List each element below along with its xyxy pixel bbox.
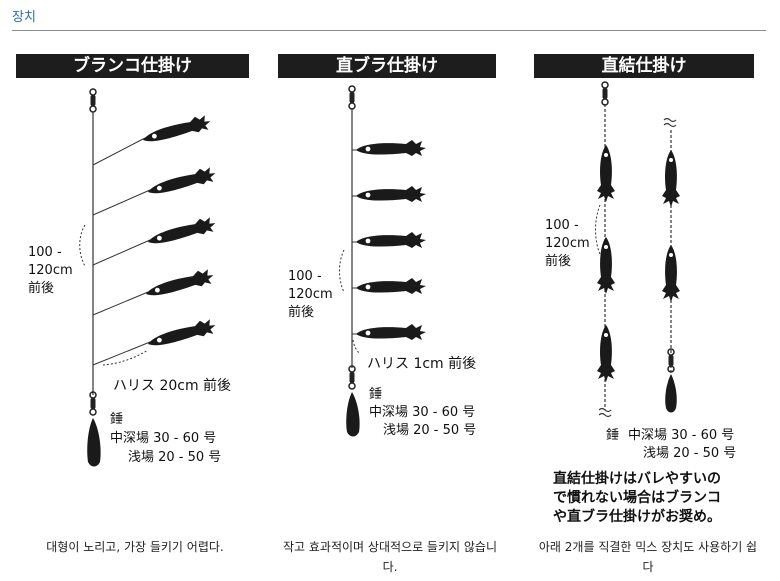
chokketsu-depth-shallow: 浅場 20 - 50 号 bbox=[643, 446, 737, 461]
chokketsu-length-label: 100 - 120cm 前後 bbox=[545, 218, 590, 269]
caption-chokketsu: 아래 2개를 직결한 믹스 장치도 사용하기 쉽 다 bbox=[538, 540, 758, 574]
page-title: 장치 bbox=[12, 10, 36, 25]
jikabura-sinker-label: 錘 bbox=[369, 387, 383, 402]
banner-buranko: ブランコ仕掛け bbox=[16, 54, 249, 78]
chokketsu-note: 直結仕掛けはバレやすいの で慣れない場合はブランコ や直ブラ仕掛けがお奨め。 bbox=[553, 471, 721, 525]
jikabura-depth-shallow: 浅場 20 - 50 号 bbox=[383, 423, 477, 438]
banner-chokketsu: 直結仕掛け bbox=[534, 54, 754, 78]
buranko-rig bbox=[79, 88, 218, 467]
buranko-sinker-label: 錘 bbox=[110, 412, 124, 427]
caption-jikabura: 작고 효과적이며 상대적으로 들키지 않습니 다. bbox=[283, 540, 497, 574]
jikabura-length-label: 100 - 120cm 前後 bbox=[288, 269, 333, 320]
buranko-length-label: 100 - 120cm 前後 bbox=[28, 245, 73, 296]
buranko-depth-deep: 中深場 30 - 60 号 bbox=[110, 431, 217, 446]
buranko-depth-shallow: 浅場 20 - 50 号 bbox=[128, 450, 222, 465]
chokketsu-rig-left bbox=[595, 81, 615, 418]
banner-jikabura: 直ブラ仕掛け bbox=[278, 54, 496, 78]
jikabura-rig bbox=[339, 85, 426, 437]
header-divider bbox=[12, 30, 766, 31]
buranko-harisu-label: ハリス 20cm 前後 bbox=[113, 378, 232, 394]
chokketsu-depth-deep: 中深場 30 - 60 号 bbox=[628, 428, 735, 443]
caption-buranko: 대형이 노리고, 가장 들키기 어렵다. bbox=[46, 540, 224, 554]
jikabura-harisu-label: ハリス 1cm 前後 bbox=[367, 356, 477, 372]
chokketsu-sinker-label: 錘 bbox=[606, 428, 620, 443]
jikabura-depth-deep: 中深場 30 - 60 号 bbox=[369, 405, 476, 420]
chokketsu-rig-right bbox=[662, 117, 680, 413]
